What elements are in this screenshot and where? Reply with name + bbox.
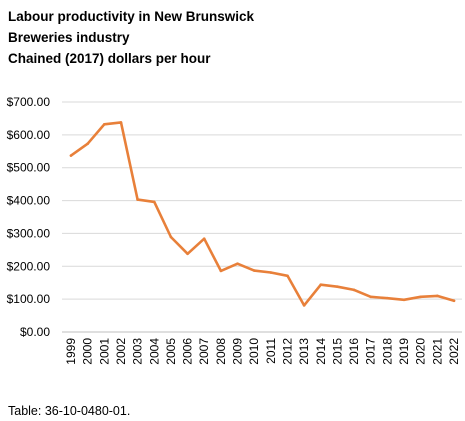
y-tick-label: $200.00	[7, 259, 51, 273]
data-point	[236, 262, 239, 265]
y-axis-tick-labels: $0.00 $100.00 $200.00 $300.00 $400.00 $500.00…	[7, 95, 51, 339]
x-tick-label: 2017	[364, 338, 378, 365]
chart-title-line-3: Chained (2017) dollars per hour	[8, 51, 211, 66]
data-point	[69, 154, 73, 157]
y-tick-label: $600.00	[7, 128, 51, 142]
y-tick-label: $700.00	[7, 95, 51, 109]
data-point	[152, 200, 156, 204]
data-point	[436, 294, 439, 298]
x-tick-label: 2008	[214, 338, 228, 365]
x-tick-label: 2013	[297, 338, 311, 365]
data-point	[352, 288, 356, 292]
x-tick-label: 2012	[280, 338, 294, 365]
x-tick-label: 1999	[64, 338, 78, 365]
data-point	[302, 304, 306, 307]
data-point	[136, 198, 139, 201]
x-tick-label: 2005	[164, 338, 178, 365]
data-point	[169, 235, 173, 239]
x-axis-tick-labels: 1999 2000 2001 2002 2003 2004 2005 2006 2007 2008…	[64, 338, 461, 365]
x-tick-label: 2003	[131, 338, 145, 365]
x-tick-label: 2014	[314, 338, 328, 365]
data-point	[186, 252, 189, 256]
y-tick-label: $100.00	[7, 292, 51, 306]
x-tick-label: 2007	[197, 338, 211, 365]
data-point	[402, 298, 406, 302]
x-tick-label: 2018	[380, 338, 394, 365]
x-tick-label: 2019	[397, 338, 411, 365]
data-point	[219, 269, 223, 273]
x-tick-label: 2004	[147, 338, 161, 365]
data-point	[202, 237, 206, 240]
series-line	[69, 121, 456, 307]
gridlines	[62, 101, 462, 333]
y-tick-label: $300.00	[7, 226, 51, 240]
data-point	[103, 123, 106, 126]
y-tick-label: $500.00	[7, 161, 51, 175]
x-tick-label: 2016	[347, 338, 361, 365]
data-point	[119, 121, 123, 124]
data-point	[386, 296, 389, 300]
data-point	[252, 269, 256, 272]
x-tick-label: 2009	[231, 338, 245, 365]
x-tick-label: 2015	[330, 338, 344, 365]
y-tick-label: $0.00	[20, 325, 50, 339]
data-point	[319, 283, 323, 286]
chart-title-line-2: Breweries industry	[8, 30, 130, 45]
x-tick-label: 2021	[430, 338, 444, 365]
data-point	[369, 295, 373, 299]
x-tick-label: 2010	[247, 338, 261, 365]
x-tick-label: 2022	[447, 338, 461, 365]
x-tick-label: 2006	[181, 338, 195, 365]
x-tick-label: 2001	[97, 338, 111, 365]
data-point	[269, 271, 273, 274]
data-point	[336, 285, 339, 288]
y-tick-label: $400.00	[7, 194, 51, 208]
x-tick-label: 2000	[81, 338, 95, 365]
chart-title: Labour productivity in New Brunswick Bre…	[8, 6, 254, 69]
data-point	[452, 299, 456, 303]
data-point	[286, 274, 289, 278]
data-point	[86, 142, 89, 146]
data-point	[419, 295, 422, 299]
chart-title-line-1: Labour productivity in New Brunswick	[8, 9, 255, 24]
series-group	[69, 121, 456, 307]
x-tick-label: 2002	[114, 338, 128, 365]
x-tick-label: 2011	[264, 338, 278, 364]
source-footnote: Table: 36-10-0480-01.	[8, 404, 131, 418]
x-tick-label: 2020	[414, 338, 428, 365]
